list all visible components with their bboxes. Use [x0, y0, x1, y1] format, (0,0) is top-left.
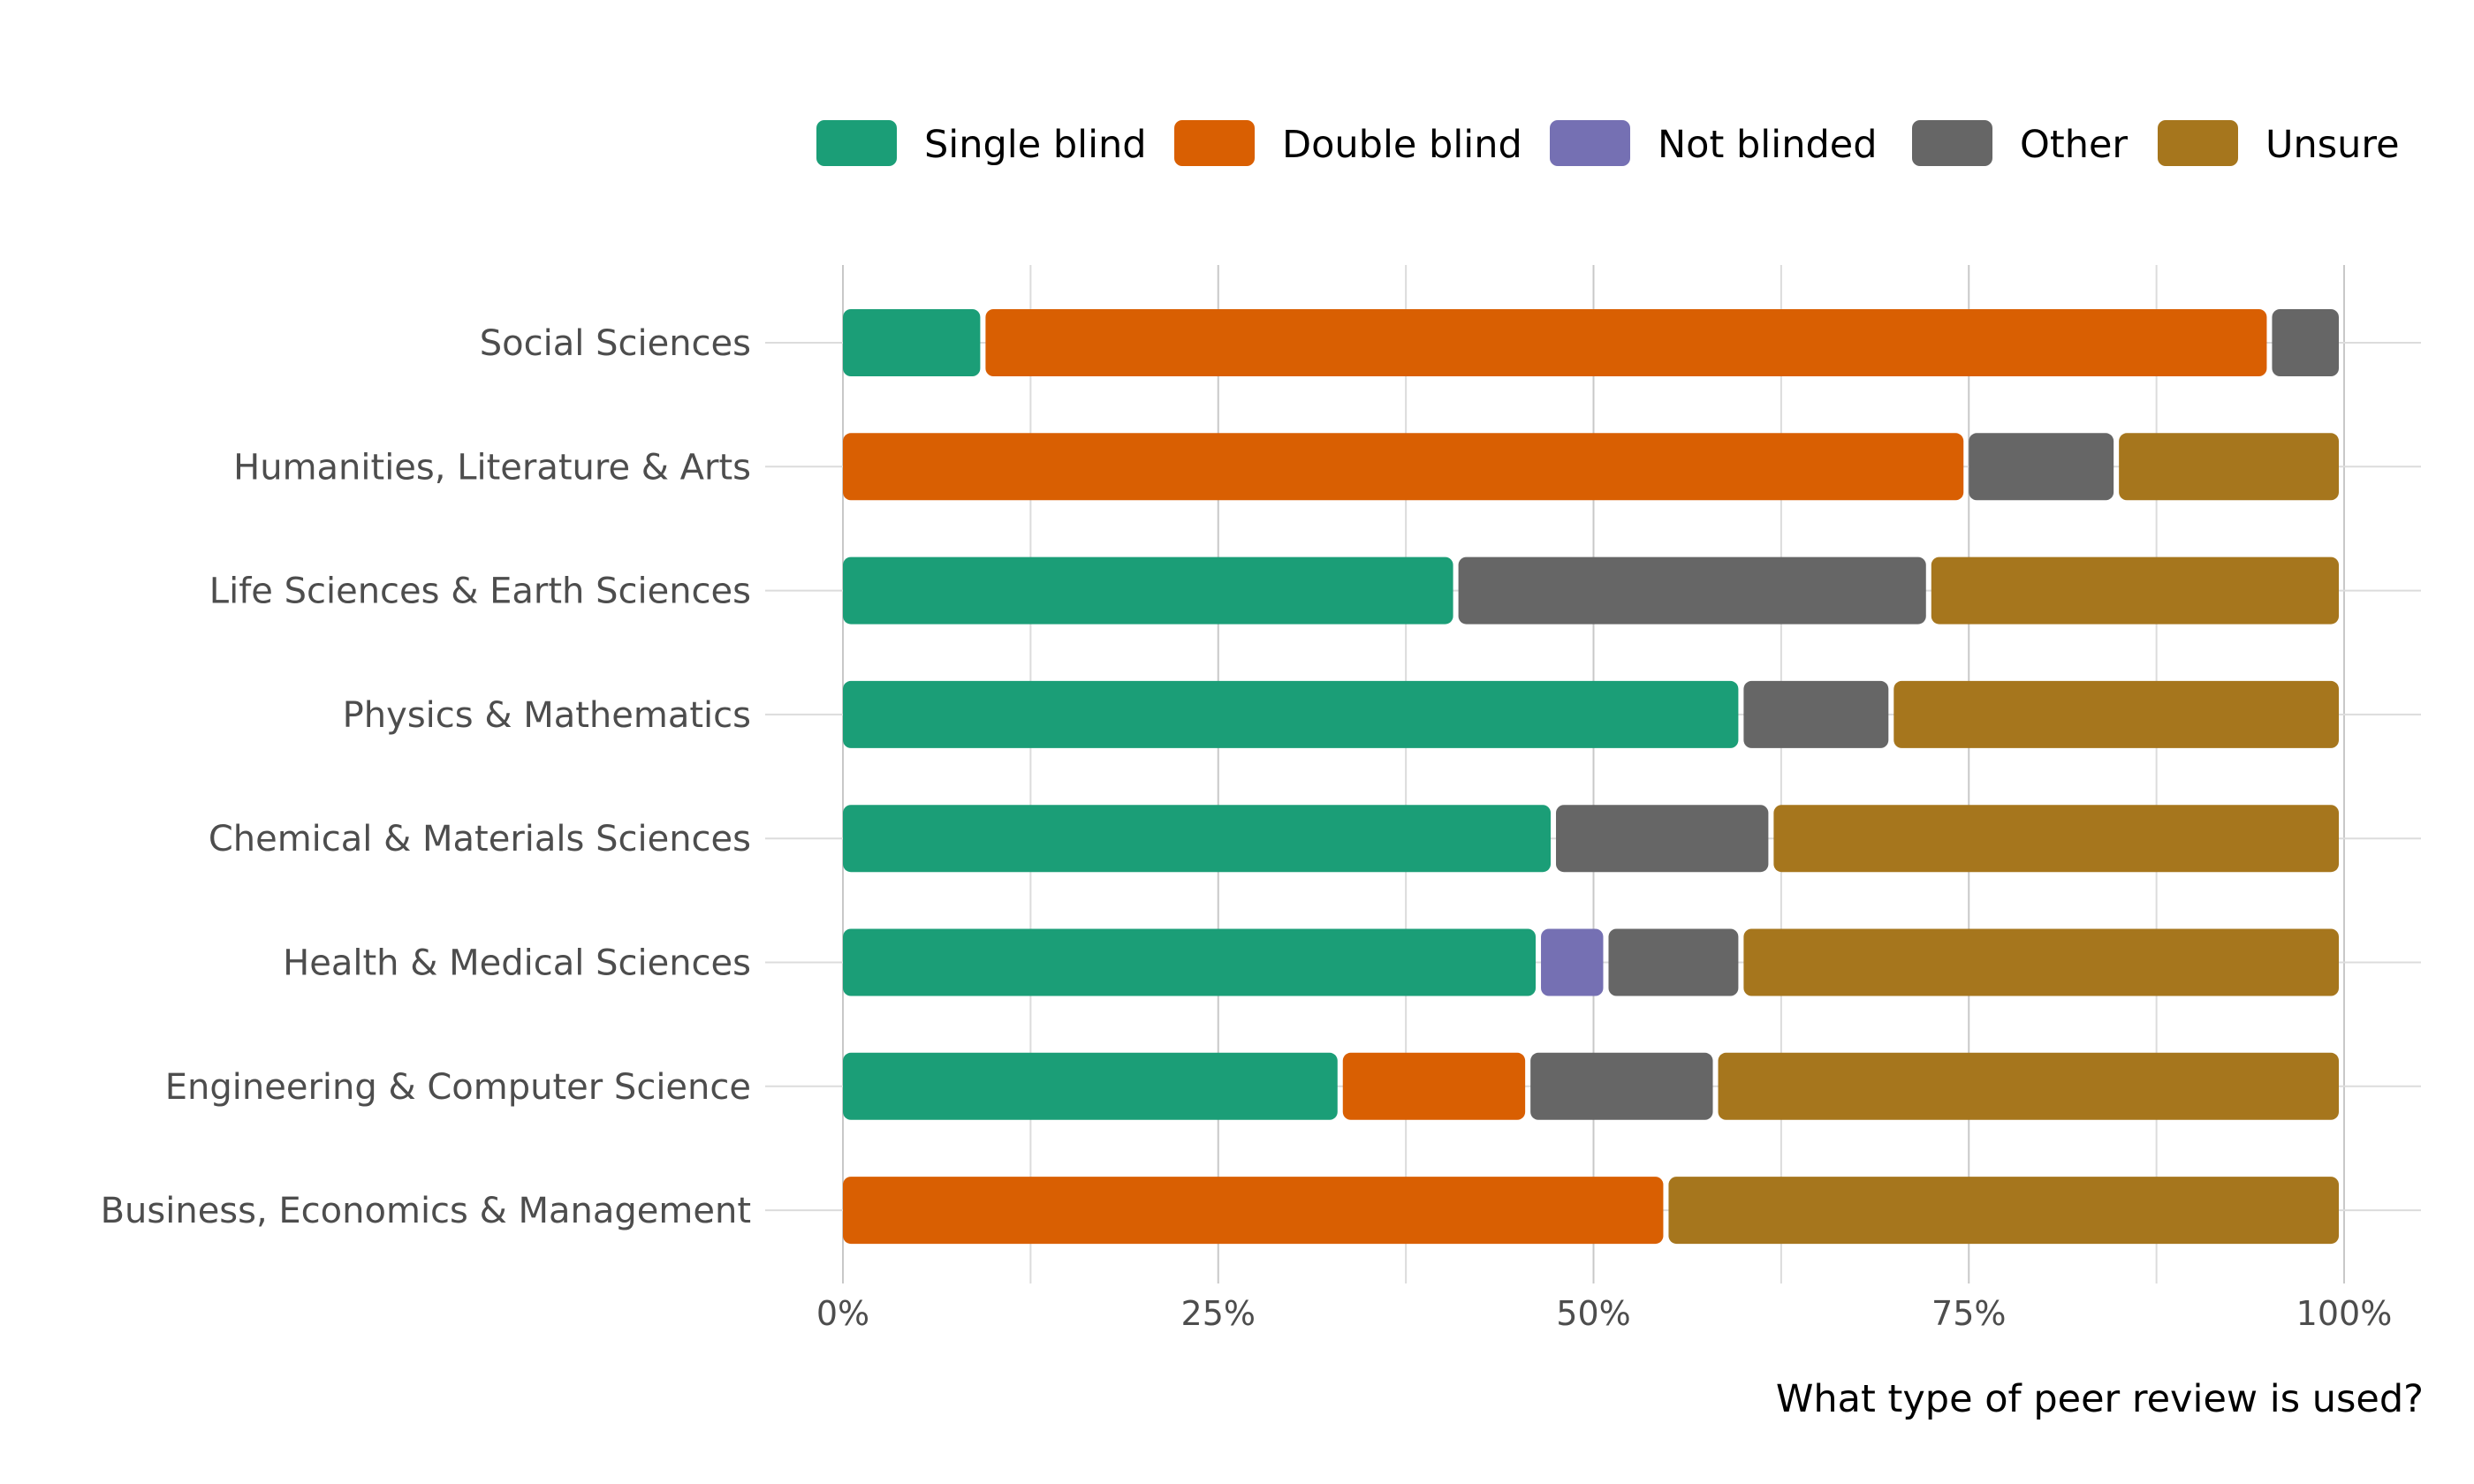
x-tick-labels: 0% 25% 50% 75% 100% [816, 1294, 2392, 1333]
bar-segment [1530, 1052, 1713, 1120]
bar-segment [843, 1177, 1664, 1245]
legend: Single blind Double blind Not blinded Other… [816, 120, 2400, 167]
bar-segment [2272, 309, 2339, 376]
bar-segment [1458, 556, 1926, 625]
bar-segment [1608, 928, 1739, 996]
legend-item: Double blind [1174, 120, 1522, 167]
bar-segment [843, 805, 1552, 873]
category-label: Physics & Mathematics [343, 695, 751, 736]
bar-segment [1342, 1052, 1526, 1120]
legend-swatch [1912, 120, 1992, 166]
bar-segment [843, 680, 1739, 748]
x-tick-label: 25% [1181, 1294, 1256, 1333]
legend-item: Not blinded [1550, 120, 1878, 167]
bars [843, 309, 2339, 1245]
bar-segment [843, 556, 1453, 625]
legend-label: Unsure [2265, 123, 2400, 167]
bar-segment [843, 928, 1537, 996]
legend-label: Single blind [924, 123, 1147, 167]
bar-segment [1541, 928, 1604, 996]
category-label: Chemical & Materials Sciences [209, 819, 751, 859]
legend-swatch [1174, 120, 1255, 166]
x-tick-label: 0% [816, 1294, 869, 1333]
x-axis-title: What type of peer review is used? [1776, 1377, 2424, 1421]
category-label: Business, Economics & Management [101, 1191, 751, 1231]
bar-segment [1718, 1052, 2339, 1120]
legend-label: Not blinded [1658, 123, 1878, 167]
bar-segment [985, 309, 2267, 376]
bar-segment [2119, 433, 2339, 501]
bar-segment [843, 309, 981, 376]
x-tick-label: 100% [2296, 1294, 2393, 1333]
bar-segment [1893, 680, 2339, 748]
bar-segment [843, 433, 1964, 501]
bar-segment [1773, 805, 2339, 873]
legend-item: Unsure [2158, 120, 2400, 167]
category-labels: Social Sciences Humanities, Literature & … [101, 323, 751, 1231]
legend-item: Single blind [816, 120, 1147, 167]
grid-lines [765, 265, 2421, 1283]
bar-segment [1743, 680, 1889, 748]
category-label: Life Sciences & Earth Sciences [209, 572, 751, 612]
bar-segment [1969, 433, 2114, 501]
x-tick-label: 50% [1556, 1294, 1630, 1333]
legend-swatch [1550, 120, 1630, 166]
category-label: Social Sciences [480, 323, 751, 364]
category-label: Humanities, Literature & Arts [233, 447, 751, 488]
x-tick-label: 75% [1931, 1294, 2006, 1333]
legend-item: Other [1912, 120, 2128, 167]
bar-segment [1556, 805, 1769, 873]
bar-segment [1931, 556, 2339, 625]
legend-label: Other [2020, 123, 2128, 167]
bar-segment [1743, 928, 2339, 996]
bar-segment [843, 1052, 1338, 1120]
legend-swatch [816, 120, 897, 166]
legend-swatch [2158, 120, 2238, 166]
bar-segment [1668, 1177, 2339, 1245]
category-label: Engineering & Computer Science [165, 1067, 751, 1108]
category-label: Health & Medical Sciences [283, 943, 751, 984]
legend-label: Double blind [1282, 123, 1522, 167]
